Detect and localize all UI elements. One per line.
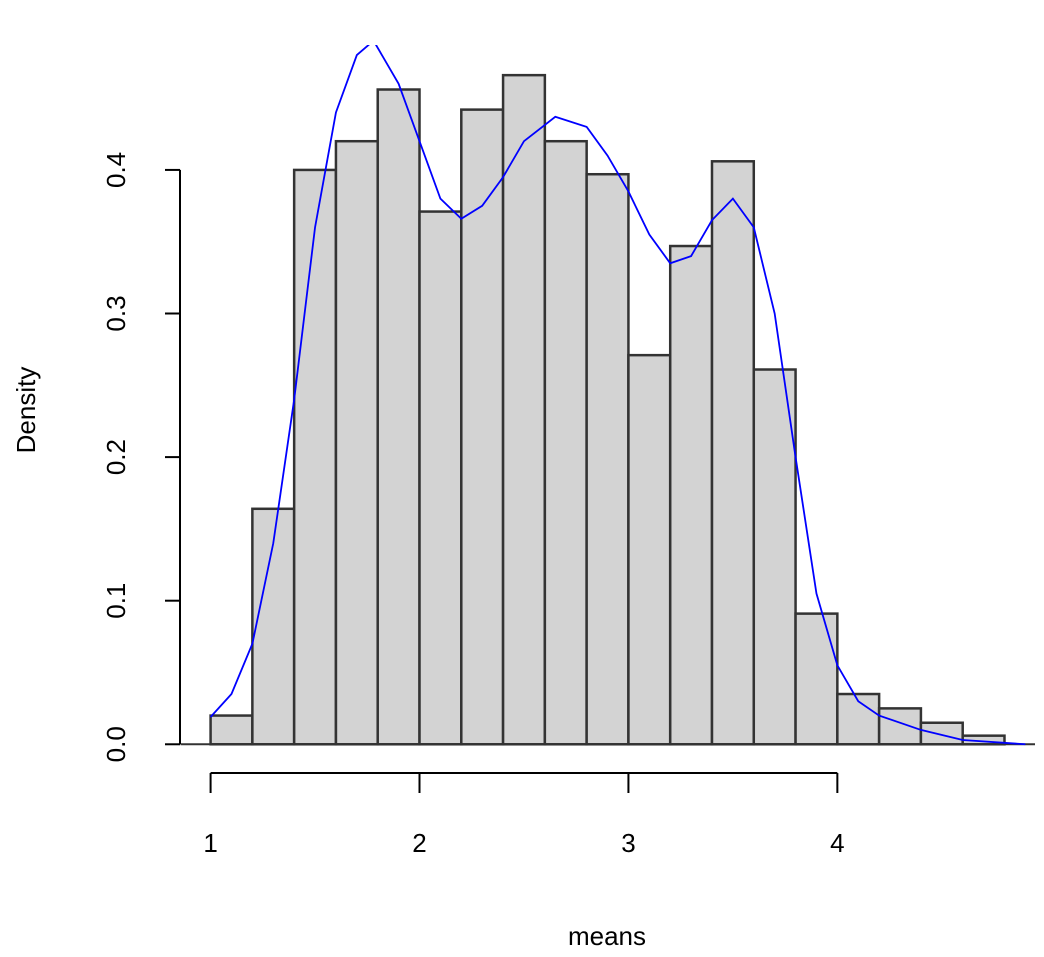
bar: [543, 139, 588, 746]
x-tick-label: 2: [412, 828, 426, 858]
bar: [292, 168, 338, 746]
x-tick-label: 1: [203, 828, 217, 858]
bar: [209, 714, 254, 746]
y-tick-label: 0.4: [101, 152, 131, 188]
x-tick-label: 4: [830, 828, 844, 858]
bar: [668, 244, 714, 746]
x-axis-label: means: [568, 921, 646, 951]
bar: [418, 210, 463, 746]
density-group: [209, 45, 1026, 746]
bar: [710, 160, 756, 746]
y-tick-label: 0.2: [101, 439, 131, 475]
bar: [752, 368, 797, 746]
bar: [794, 612, 839, 746]
density-line: [209, 45, 1026, 746]
bar: [585, 172, 630, 746]
bar: [919, 721, 964, 746]
bar: [501, 73, 547, 746]
bar: [877, 707, 923, 746]
bar: [251, 507, 296, 746]
y-tick-label: 0.3: [101, 295, 131, 331]
x-tick-label: 3: [621, 828, 635, 858]
bar: [334, 139, 379, 746]
y-tick-label: 0.1: [101, 583, 131, 619]
bar: [376, 88, 421, 746]
y-tick-label: 0.0: [101, 726, 131, 762]
bar: [627, 353, 672, 746]
y-axis-label: Density: [11, 367, 41, 454]
